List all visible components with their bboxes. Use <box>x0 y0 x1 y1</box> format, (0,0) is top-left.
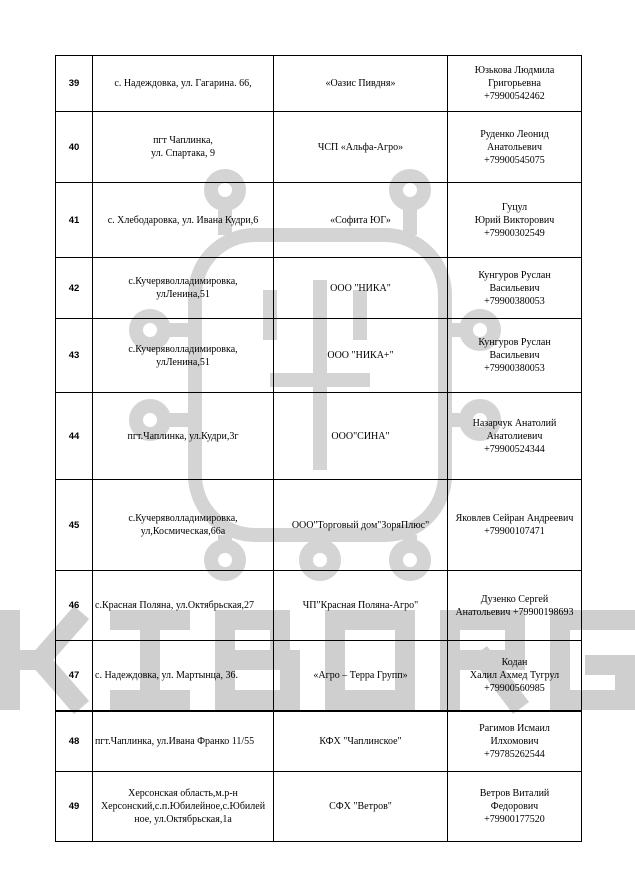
contact-line: +79900560985 <box>484 682 545 694</box>
row-number: 48 <box>55 709 93 772</box>
row-number: 46 <box>55 570 93 641</box>
address-cell: с. Надеждовка, ул. Мартынца, 36. <box>92 640 274 711</box>
address-cell: с.Кучеряволладимировка, улЛенина,51 <box>92 257 274 319</box>
organization-cell: СФХ "Ветров" <box>273 771 448 842</box>
organization-cell: ООО"Торговый дом"ЗоряПлюс" <box>273 479 448 571</box>
contact-line: +79900380053 <box>484 363 545 374</box>
table-row: 47 с. Надеждовка, ул. Мартынца, 36. «Агро … <box>55 640 582 711</box>
contact-line: Анатольевич <box>487 141 542 153</box>
row-number: 41 <box>55 182 93 258</box>
contact-cell: Дузенко Сергей Анатольевич +79900198693 <box>447 570 582 641</box>
contact-line: Васильевич <box>489 350 540 361</box>
row-number: 47 <box>55 640 93 711</box>
address-cell: с.Кучеряволладимировка, улЛенина,51 <box>92 318 274 393</box>
contact-line: +79900302549 <box>484 227 545 239</box>
organization-cell: ЧСП «Альфа-Агро» <box>273 111 448 183</box>
contact-line: +79900107471 <box>484 526 545 537</box>
contact-line: Федорович <box>490 801 539 812</box>
contact-cell: Кодан Халил Ахмед Тугрул +79900560985 <box>447 640 582 711</box>
organization-cell: ООО"СИНА" <box>273 392 448 480</box>
contact-line: Юрий Викторович <box>474 214 555 226</box>
contact-line: Назарчук Анатолий <box>472 417 557 429</box>
table-row: 44 пгт.Чаплинка, ул.Кудри,3г ООО"СИНА" Наза… <box>55 392 582 480</box>
address-cell: пгт Чаплинка, ул. Спартака, 9 <box>92 111 274 183</box>
contact-line: +79900524344 <box>484 443 545 455</box>
organization-cell: «Агро – Терра Групп» <box>273 640 448 711</box>
contact-line: +79900545075 <box>484 154 545 166</box>
contact-line: Кодан <box>501 656 528 668</box>
contact-line: Григорьевна <box>488 78 541 89</box>
contact-line: +79900380053 <box>484 295 545 307</box>
row-number: 49 <box>55 771 93 842</box>
table-row: 48 пгт.Чаплинка, ул.Ивана Франко 11/55 КФХ… <box>55 709 582 772</box>
table-row: 49 Херсонская область,м.р-н Херсонский,с.… <box>55 771 582 842</box>
contact-line: Юзькова Людмила <box>474 65 555 76</box>
contact-cell: Назарчук Анатолий Анатолиевич +79900524344 <box>447 392 582 480</box>
contact-line: Анатолиевич <box>486 430 543 442</box>
contact-cell: Рагимов Исмаил Илхомович +79785262544 <box>447 709 582 772</box>
contact-line: Васильевич <box>489 282 540 294</box>
contact-line: Дузенко Сергей <box>480 593 549 605</box>
contact-line: Кунгуров Руслан <box>478 269 551 281</box>
organization-cell: КФХ "Чаплинское" <box>273 709 448 772</box>
row-number: 40 <box>55 111 93 183</box>
address-cell: Херсонская область,м.р-н Херсонский,с.п.… <box>92 771 274 842</box>
row-number: 39 <box>55 55 93 112</box>
address-cell: с. Надеждовка, ул. Гагарина. 66, <box>92 55 274 112</box>
contact-cell: Кунгуров Руслан Васильевич +79900380053 <box>447 257 582 319</box>
address-cell: пгт.Чаплинка, ул.Ивана Франко 11/55 <box>92 709 274 772</box>
contact-line: Яковлев Сейран Андреевич <box>455 513 574 524</box>
row-number: 42 <box>55 257 93 319</box>
contact-cell: Юзькова Людмила Григорьевна +79900542462 <box>447 55 582 112</box>
row-number: 44 <box>55 392 93 480</box>
contact-cell: Яковлев Сейран Андреевич +79900107471 <box>447 479 582 571</box>
table-row: 45 с.Кучеряволладимировка, ул,Космическая… <box>55 479 582 571</box>
table-row: 43 с.Кучеряволладимировка, улЛенина,51 ООО… <box>55 318 582 393</box>
contact-line: +79900542462 <box>484 91 545 102</box>
row-number: 43 <box>55 318 93 393</box>
contact-cell: Гуцул Юрий Викторович +79900302549 <box>447 182 582 258</box>
address-cell: с.Кучеряволладимировка, ул,Космическая,6… <box>92 479 274 571</box>
contact-line: Гуцул <box>501 201 528 213</box>
contact-cell: Ветров Виталий Федорович +79900177520 <box>447 771 582 842</box>
table-row: 40 пгт Чаплинка, ул. Спартака, 9 ЧСП «Альф… <box>55 111 582 183</box>
contact-line: Анатольевич +79900198693 <box>455 606 574 618</box>
address-cell: с. Хлебодаровка, ул. Ивана Кудри,6 <box>92 182 274 258</box>
address-cell: с.Красная Поляна, ул.Октябрьская,27 <box>92 570 274 641</box>
row-number: 45 <box>55 479 93 571</box>
organization-cell: «Оазис Пивдня» <box>273 55 448 112</box>
table-row: 41 с. Хлебодаровка, ул. Ивана Кудри,6 «Соф… <box>55 182 582 258</box>
contact-line: Кунгуров Руслан <box>478 337 551 348</box>
table-row: 42 с.Кучеряволладимировка, улЛенина,51 ООО… <box>55 257 582 319</box>
contact-line: Ветров Виталий <box>479 788 550 799</box>
contact-cell: Руденко Леонид Анатольевич +79900545075 <box>447 111 582 183</box>
organization-cell: ООО "НИКА" <box>273 257 448 319</box>
organization-cell: «Софита ЮГ» <box>273 182 448 258</box>
contact-line: Халил Ахмед Тугрул <box>469 669 560 681</box>
contact-line: Рагимов Исмаил <box>479 722 550 734</box>
table-row: 46 с.Красная Поляна, ул.Октябрьская,27 ЧП"… <box>55 570 582 641</box>
organizations-table: 39 с. Надеждовка, ул. Гагарина. 66, «Оазис… <box>55 55 582 842</box>
contact-line: +79785262544 <box>484 748 545 760</box>
address-cell: пгт.Чаплинка, ул.Кудри,3г <box>92 392 274 480</box>
organization-cell: ЧП"Красная Поляна-Агро" <box>273 570 448 641</box>
contact-line: Руденко Леонид <box>480 128 549 140</box>
contact-line: +79900177520 <box>484 814 545 825</box>
organization-cell: ООО "НИКА+" <box>273 318 448 393</box>
contact-cell: Кунгуров Руслан Васильевич +79900380053 <box>447 318 582 393</box>
table-row: 39 с. Надеждовка, ул. Гагарина. 66, «Оазис… <box>55 55 582 112</box>
contact-line: Илхомович <box>490 735 539 747</box>
